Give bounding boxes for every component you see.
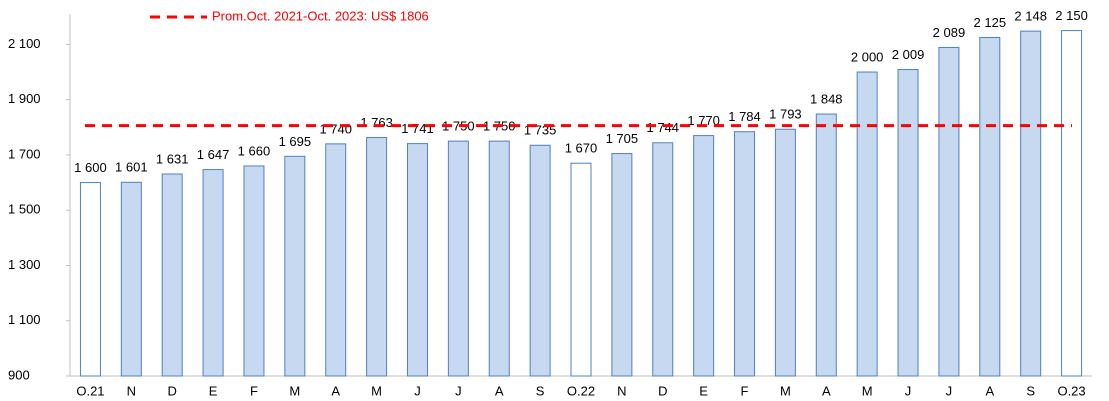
- bar: [488, 140, 510, 377]
- bar: [1061, 30, 1083, 377]
- value-label: 1 600: [74, 160, 107, 175]
- value-label: 1 741: [401, 121, 434, 136]
- value-label: 1 670: [565, 141, 598, 156]
- bar: [366, 137, 388, 377]
- value-label: 1 848: [810, 91, 843, 106]
- legend-label: Prom.Oct. 2021-Oct. 2023: US$ 1806: [212, 8, 429, 23]
- x-tick-label: S: [1026, 383, 1035, 398]
- value-label: 1 770: [687, 113, 720, 128]
- x-tick-label: N: [617, 383, 626, 398]
- x-tick-label: A: [331, 383, 340, 398]
- x-tick-label: M: [780, 383, 791, 398]
- value-label: 1 793: [769, 107, 802, 122]
- bar: [406, 143, 428, 377]
- x-tick-label: J: [455, 383, 462, 398]
- value-label: 2 148: [1014, 9, 1047, 24]
- value-label: 2 125: [974, 15, 1007, 30]
- y-tick-label: 2 100: [8, 36, 41, 51]
- y-tick-label: 1 500: [8, 202, 41, 217]
- x-tick-label: M: [371, 383, 382, 398]
- x-tick-label: F: [741, 383, 749, 398]
- bar: [243, 165, 265, 377]
- bar: [325, 143, 347, 377]
- value-label: 1 631: [156, 151, 189, 166]
- value-label: 2 150: [1055, 8, 1088, 23]
- x-tick-label: F: [250, 383, 258, 398]
- bar: [856, 71, 878, 377]
- bar: [652, 142, 674, 377]
- x-tick-label: N: [127, 383, 136, 398]
- value-label: 1 695: [279, 134, 312, 149]
- x-tick-label: M: [862, 383, 873, 398]
- x-tick-label: D: [168, 383, 177, 398]
- x-tick-label: E: [209, 383, 218, 398]
- x-tick-label: J: [414, 383, 421, 398]
- bar: [161, 173, 183, 377]
- bar: [284, 155, 306, 377]
- x-tick-label: E: [699, 383, 708, 398]
- bar: [611, 153, 633, 377]
- value-label: 2 089: [933, 25, 966, 40]
- x-tick-label: J: [905, 383, 912, 398]
- bar: [447, 140, 469, 377]
- x-tick-label: D: [658, 383, 667, 398]
- x-tick-label: A: [495, 383, 504, 398]
- y-tick-label: 1 300: [8, 257, 41, 272]
- value-label: 1 705: [606, 131, 639, 146]
- bar: [734, 131, 756, 377]
- x-tick-label: S: [536, 383, 545, 398]
- bar: [693, 135, 715, 377]
- value-label: 1 740: [319, 121, 352, 136]
- y-tick-label: 1 100: [8, 312, 41, 327]
- bar: [774, 128, 796, 377]
- bar: [815, 113, 837, 377]
- value-label: 1 763: [360, 115, 393, 130]
- x-tick-label: J: [946, 383, 953, 398]
- value-label: 2 009: [892, 47, 925, 62]
- value-label: 1 750: [442, 119, 475, 134]
- bar: [979, 36, 1001, 377]
- value-label: 1 647: [197, 147, 230, 162]
- bar: [120, 181, 142, 377]
- value-label: 1 784: [728, 109, 761, 124]
- x-tick-label: O.23: [1057, 383, 1085, 398]
- value-label: 1 601: [115, 160, 148, 175]
- bar: [202, 169, 224, 377]
- x-tick-label: A: [985, 383, 994, 398]
- y-tick-label: 1 900: [8, 91, 41, 106]
- x-tick-label: O.22: [567, 383, 595, 398]
- x-tick-label: M: [289, 383, 300, 398]
- bar: [897, 69, 919, 377]
- x-tick-label: A: [822, 383, 831, 398]
- y-tick-label: 900: [8, 367, 30, 382]
- value-label: 1 660: [238, 143, 271, 158]
- bar: [529, 144, 551, 377]
- y-tick-label: 1 700: [8, 146, 41, 161]
- bar: [1020, 30, 1042, 377]
- bar: [570, 162, 592, 377]
- bar: [938, 46, 960, 377]
- value-label: 1 744: [646, 120, 679, 135]
- bar: [79, 182, 101, 377]
- value-label: 2 000: [851, 49, 884, 64]
- x-tick-label: O.21: [76, 383, 104, 398]
